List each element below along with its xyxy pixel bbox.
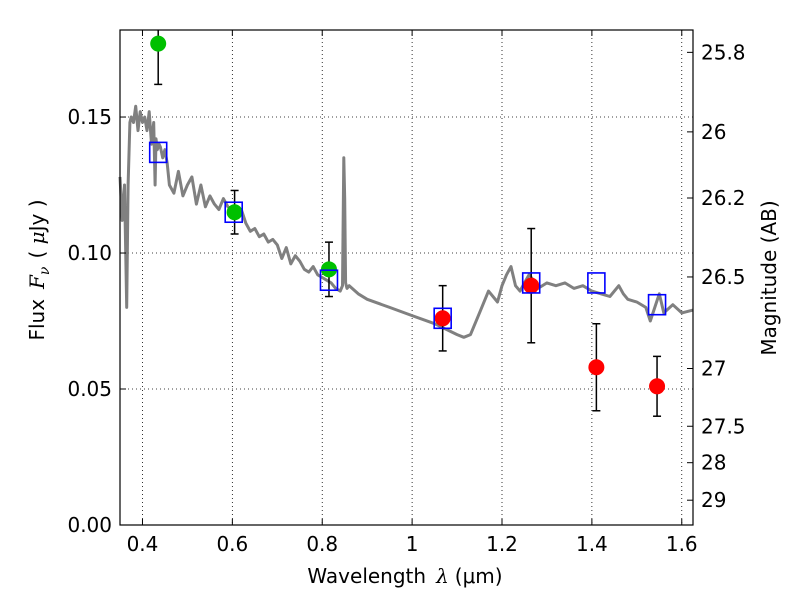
- y-label-mu: μ: [25, 231, 49, 244]
- x-label-var: λ: [435, 564, 449, 588]
- observed-flux-point: [588, 359, 605, 376]
- y2-tick-label: 27.5: [701, 414, 746, 438]
- plot-series: [118, 30, 694, 417]
- x-label-prefix: Wavelength: [307, 564, 426, 588]
- plot-frame: [119, 29, 694, 526]
- y2-tick-label: 29: [701, 488, 726, 512]
- observed-flux-point: [523, 277, 540, 294]
- observed-flux-point: [649, 378, 666, 395]
- model-photometry-square: [319, 269, 339, 292]
- y2-tick-label: 27: [701, 356, 726, 380]
- x-tick-label: 0.8: [306, 532, 338, 556]
- model-photometry-square: [647, 293, 667, 316]
- axis-ticks: 0.4 0.6 0.8 1 1.2 1.4 1.6 0.00 0.05 0.10 0.15 25.8 2…: [67, 30, 746, 556]
- y-tick-label: 0.10: [67, 241, 112, 265]
- x-label-unit: (μm): [455, 564, 503, 588]
- observed-flux-point: [150, 35, 167, 52]
- y-axis-label: Flux Fν ( μJy ): [25, 199, 53, 340]
- y2-tick-label: 28: [701, 451, 726, 475]
- x-tick-label: 1.4: [576, 532, 608, 556]
- y-label-prefix: Flux: [25, 299, 49, 341]
- model-photometry-square: [521, 272, 541, 294]
- model-photometry-square: [587, 272, 606, 294]
- y-tick-label: 0.00: [67, 513, 112, 537]
- x-tick-label: 1.2: [486, 532, 518, 556]
- y-label-sub: ν: [37, 266, 53, 275]
- model-photometry-square: [148, 141, 168, 164]
- y-label-unit: Jy ): [25, 199, 49, 233]
- y-label-var: F: [25, 274, 49, 290]
- y2-tick-label: 26.2: [701, 186, 746, 210]
- x-tick-label: 1.6: [666, 532, 698, 556]
- observed-flux-point: [226, 204, 243, 221]
- y2-tick-label: 26.5: [701, 265, 746, 289]
- observed-flux-point: [434, 310, 451, 327]
- y-label-unit-open: (: [25, 244, 49, 258]
- x-tick-label: 0.6: [216, 532, 248, 556]
- x-axis-label: Wavelength λ (μm): [307, 564, 502, 588]
- observed-flux-point: [320, 261, 337, 278]
- x-tick-label: 1: [406, 532, 419, 556]
- y2-tick-label: 26: [701, 120, 726, 144]
- y-tick-label: 0.05: [67, 377, 112, 401]
- model-photometry-square: [224, 201, 244, 224]
- y-tick-label: 0.15: [67, 105, 112, 129]
- x-tick-label: 0.4: [127, 532, 159, 556]
- model-spectrum-line: [118, 104, 694, 339]
- grid-lines: [120, 30, 693, 526]
- y2-tick-label: 25.8: [701, 40, 746, 64]
- model-photometry-square: [433, 307, 452, 330]
- y2-axis-label: Magnitude (AB): [757, 200, 781, 355]
